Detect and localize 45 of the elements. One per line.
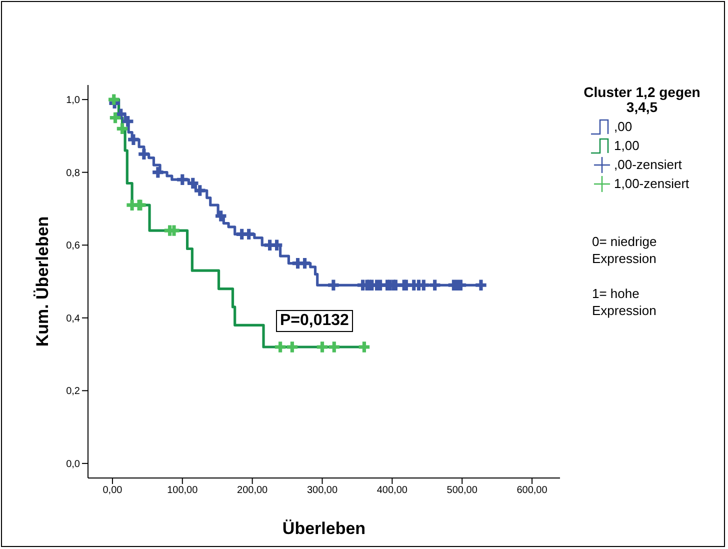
legend-label: 1,00-zensiert [614, 176, 690, 191]
point [429, 280, 440, 291]
point [215, 210, 226, 222]
y-axis-title: Kum. Überleben [33, 216, 52, 347]
point [128, 134, 139, 145]
legend-label: 1,00 [614, 138, 640, 153]
text: 1= hohe Expression [592, 285, 658, 319]
y-tick-label: 0,6 [66, 240, 80, 252]
point [122, 116, 134, 127]
legend-title: Cluster 1,2 gegen 3,4,5 [582, 84, 702, 115]
x-axis-title: Überleben [282, 519, 366, 538]
y-tick-label: 0,8 [66, 168, 80, 179]
legend-label: ,00-zensiert [614, 157, 682, 172]
y-tick-label: 1,0 [66, 95, 80, 106]
point [108, 94, 120, 105]
point [476, 280, 486, 291]
point [328, 280, 339, 291]
point [328, 342, 340, 352]
x-tick-label: 400,00 [376, 485, 408, 496]
point [116, 123, 128, 134]
y-tick-label: 0,2 [66, 386, 80, 398]
point [243, 228, 254, 240]
x-tick-label: 200,00 [237, 485, 268, 496]
text: 0= niedrige Expression [592, 233, 658, 267]
point [152, 166, 164, 178]
point [138, 148, 150, 160]
x-tick-label: 100,00 [167, 485, 198, 496]
point [274, 342, 286, 352]
point [271, 240, 282, 250]
legend-label: ,00 [614, 119, 632, 134]
y-tick-label: 0,4 [66, 313, 80, 324]
point [194, 185, 206, 196]
y-tick-label: 0,0 [66, 458, 80, 470]
point [188, 178, 198, 189]
point [177, 174, 188, 185]
point [299, 258, 310, 269]
x-tick-label: 300,00 [306, 485, 338, 496]
x-tick-label: 500,00 [446, 485, 478, 496]
x-tick-label: 0,00 [102, 485, 123, 496]
point [316, 342, 328, 352]
point [358, 342, 370, 352]
x-tick-label: 600,00 [516, 485, 548, 496]
point [110, 112, 121, 124]
annotation: P=0,0132 [276, 310, 353, 332]
point [286, 342, 298, 352]
